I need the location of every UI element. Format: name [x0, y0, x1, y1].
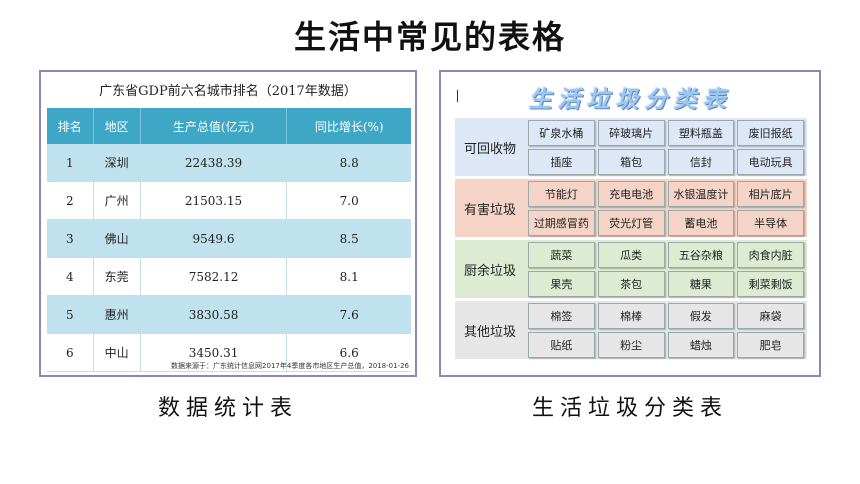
page-title: 生活中常见的表格: [293, 18, 566, 56]
table-cell: 22438.39: [139, 144, 287, 182]
table-cell: 3: [47, 219, 94, 258]
waste-item: 蔬菜: [528, 242, 595, 268]
table-cell: 1: [47, 144, 94, 182]
gdp-table: 排名 地区 生产总值(亿元) 同比增长(%) 1 深圳 22438.39 8.8 2 广州…: [47, 108, 411, 372]
category-label: 其他垃圾: [455, 301, 525, 359]
table-cell: 惠州: [92, 295, 141, 334]
waste-item: 贴纸: [528, 332, 595, 358]
table-cell: 7.6: [286, 295, 411, 334]
waste-table-title: 生活垃圾分类表: [528, 86, 732, 113]
category-items: 棉签 棉棒 假发 麻袋贴纸 粉尘 蜡烛 肥皂: [525, 301, 807, 359]
waste-item: 粉尘: [597, 332, 665, 358]
waste-item: 充电电池: [597, 181, 665, 207]
category-label: 有害垃圾: [455, 179, 525, 237]
gdp-table-title: 广东省GDP前六名城市排名（2017年数据）: [99, 84, 357, 99]
waste-item: 塑料瓶盖: [667, 120, 735, 146]
table-cell: 6: [47, 333, 94, 372]
waste-grid: 可回收物 矿泉水桶 碎玻璃片 塑料瓶盖 废旧报纸插座 箱包 信封 电动玩具有害垃圾 节能灯 充电电…: [455, 118, 807, 359]
waste-item: 果壳: [528, 271, 595, 297]
table-row: 3 佛山 9549.6 8.5: [47, 219, 411, 258]
table-cell: 8.1: [286, 257, 411, 296]
data-source-note: 数据来源于：广东统计信息网2017年4季度各市地区生产总值，2018-01-26: [171, 362, 409, 370]
waste-item: 箱包: [597, 149, 665, 175]
waste-item: 插座: [528, 149, 595, 175]
waste-item: 蜡烛: [667, 332, 735, 358]
waste-item: 节能灯: [528, 181, 595, 207]
table-row: 5 惠州 3830.58 7.6: [47, 295, 411, 334]
waste-item: 相片底片: [737, 181, 804, 207]
waste-item: 水银温度计: [667, 181, 735, 207]
table-cell: 4: [47, 257, 94, 296]
table-cell: 3830.58: [139, 295, 287, 334]
waste-item: 棉棒: [597, 303, 665, 329]
waste-item: 五谷杂粮: [667, 242, 735, 268]
waste-item: 电动玩具: [737, 149, 804, 175]
table-cell: 广州: [92, 181, 141, 220]
table-cell: 7.0: [286, 181, 411, 220]
waste-item: 糖果: [667, 271, 735, 297]
table-cell: 中山: [92, 333, 141, 372]
category-label: 可回收物: [455, 118, 525, 176]
table-cell: 8.5: [286, 219, 411, 258]
waste-item: 肉食内脏: [737, 242, 804, 268]
header-gdp: 生产总值(亿元): [139, 108, 287, 144]
table-cell: 2: [47, 181, 94, 220]
table-cell: 9549.6: [139, 219, 287, 258]
table-cell: 3450.31: [139, 333, 287, 372]
waste-item: 瓜类: [597, 242, 665, 268]
table-row: 1 深圳 22438.39 8.8: [47, 144, 411, 182]
waste-item: 剩菜剩饭: [737, 271, 804, 297]
waste-item: 半导体: [737, 210, 804, 236]
table-cell: 21503.15: [139, 181, 287, 220]
waste-item: 假发: [667, 303, 735, 329]
table-row: 6 中山 3450.31 6.6: [47, 333, 411, 372]
table-cell: 8.8: [286, 144, 411, 182]
waste-item: 废旧报纸: [737, 120, 804, 146]
table-cell: 深圳: [92, 144, 141, 182]
text-cursor: [457, 90, 458, 102]
waste-item: 荧光灯管: [597, 210, 665, 236]
table-cell: 佛山: [92, 219, 141, 258]
waste-caption: 生活垃圾分类表: [531, 396, 728, 421]
header-growth: 同比增长(%): [286, 108, 411, 144]
waste-item: 过期感冒药: [528, 210, 595, 236]
waste-item: 棉签: [528, 303, 595, 329]
waste-table-panel: 生活垃圾分类表 可回收物 矿泉水桶 碎玻璃片 塑料瓶盖 废旧报纸插座 箱包 信封 电动玩具有害…: [439, 70, 821, 377]
waste-item: 麻袋: [737, 303, 804, 329]
table-cell: 7582.12: [139, 257, 287, 296]
header-region: 地区: [92, 108, 141, 144]
header-rank: 排名: [47, 108, 94, 144]
waste-item: 矿泉水桶: [528, 120, 595, 146]
category-items: 蔬菜 瓜类 五谷杂粮 肉食内脏果壳 茶包 糖果 剩菜剩饭: [525, 240, 807, 298]
table-cell: 东莞: [92, 257, 141, 296]
waste-item: 碎玻璃片: [597, 120, 665, 146]
gdp-table-panel: 广东省GDP前六名城市排名（2017年数据） 排名 地区 生产总值(亿元) 同比…: [39, 70, 417, 377]
waste-item: 茶包: [597, 271, 665, 297]
waste-item: 信封: [667, 149, 735, 175]
table-row: 2 广州 21503.15 7.0: [47, 181, 411, 220]
category-label: 厨余垃圾: [455, 240, 525, 298]
category-items: 节能灯 充电电池 水银温度计 相片底片过期感冒药 荧光灯管 蓄电池 半导体: [525, 179, 807, 237]
gdp-caption: 数据统计表: [157, 396, 298, 421]
waste-item: 肥皂: [737, 332, 804, 358]
table-cell: 6.6: [286, 333, 411, 372]
waste-item: 蓄电池: [667, 210, 735, 236]
table-row: 4 东莞 7582.12 8.1: [47, 257, 411, 296]
category-items: 矿泉水桶 碎玻璃片 塑料瓶盖 废旧报纸插座 箱包 信封 电动玩具: [525, 118, 807, 176]
table-cell: 5: [47, 295, 94, 334]
